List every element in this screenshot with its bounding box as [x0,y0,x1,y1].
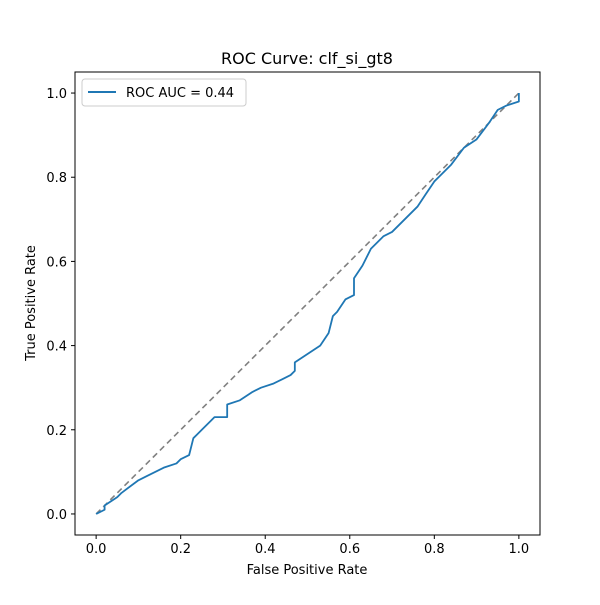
x-axis-ticks: 0.0 0.2 0.4 0.6 0.8 1.0 [86,535,529,557]
y-tick-label: 0.4 [46,340,67,355]
x-axis-title: False Positive Rate [247,563,368,578]
plot-area [74,71,541,536]
x-tick-label: 0.0 [86,542,107,557]
chart-title: ROC Curve: clf_si_gt8 [221,49,393,69]
y-axis-ticks: 0.0 0.2 0.4 0.6 0.8 1.0 [46,87,75,523]
legend-label-roc: ROC AUC = 0.44 [126,86,234,101]
roc-series-layer [95,93,520,515]
y-tick-label: 0.2 [46,424,67,439]
y-tick-label: 1.0 [46,87,67,102]
roc-curve-line [95,93,520,515]
y-tick-label: 0.0 [46,508,67,523]
y-axis-title: True Positive Rate [24,245,39,362]
y-tick-label: 0.8 [46,171,67,186]
x-tick-label: 1.0 [509,542,530,557]
plot-frame [74,71,541,536]
x-tick-label: 0.2 [170,542,191,557]
x-tick-label: 0.8 [424,542,445,557]
y-tick-label: 0.6 [46,255,67,270]
x-tick-label: 0.4 [255,542,276,557]
legend: ROC AUC = 0.44 [81,78,247,107]
x-tick-label: 0.6 [339,542,360,557]
legend-box [81,78,247,107]
